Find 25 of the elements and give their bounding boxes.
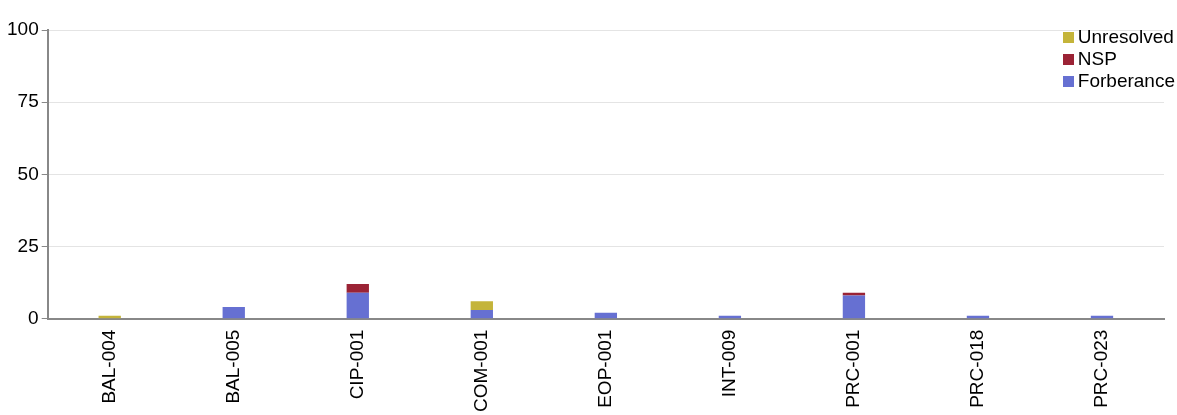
bar	[346, 292, 369, 319]
x-tick-label: INT-009	[718, 329, 740, 398]
bar	[470, 309, 493, 319]
x-tick-label: PRC-001	[842, 329, 864, 408]
y-tick-label: 100	[7, 18, 39, 40]
legend-label: Forberance	[1077, 70, 1175, 92]
bar	[842, 295, 866, 319]
y-tick-label: 75	[17, 90, 39, 112]
x-tick-label: COM-001	[470, 329, 492, 412]
bar	[346, 284, 369, 293]
y-tick-label: 50	[17, 162, 39, 184]
x-tick-label: CIP-001	[346, 329, 368, 400]
bar	[470, 301, 493, 310]
legend-label: NSP	[1077, 48, 1117, 70]
bar	[594, 312, 618, 319]
x-tick-label: BAL-005	[221, 329, 243, 404]
x-tick-label: PRC-018	[966, 329, 988, 408]
y-tick-label: 0	[28, 306, 39, 328]
x-tick-label: BAL-004	[97, 329, 119, 404]
x-tick-label: PRC-023	[1090, 329, 1112, 408]
legend-label: Unresolved	[1077, 26, 1174, 48]
x-tick-label: EOP-001	[594, 329, 616, 408]
bar	[222, 307, 245, 319]
y-tick-label: 25	[17, 234, 39, 256]
bar	[842, 292, 866, 296]
